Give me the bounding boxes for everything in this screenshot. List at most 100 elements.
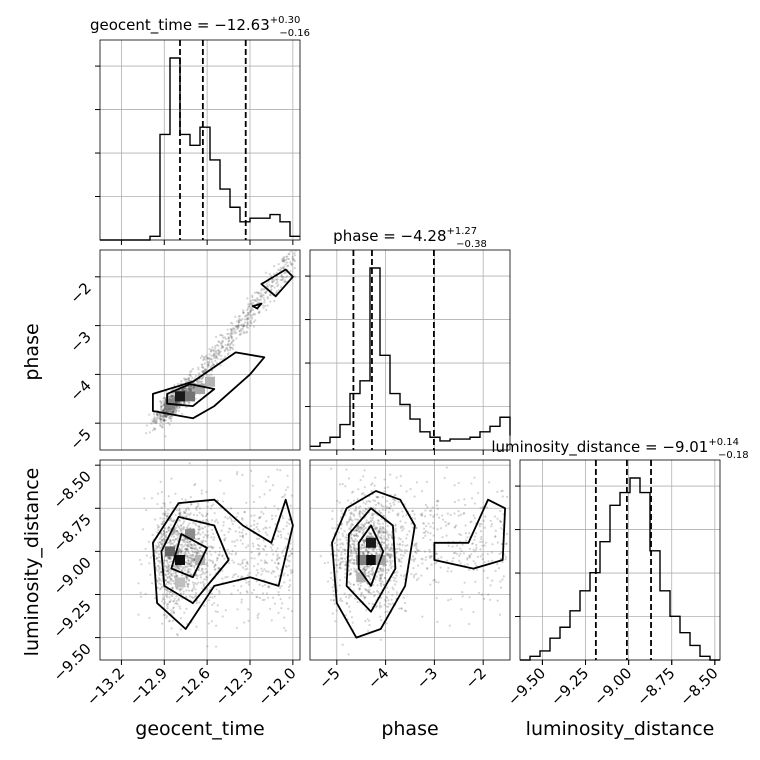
scatter-point — [282, 265, 286, 268]
scatter-point — [162, 408, 165, 411]
scatter-point — [210, 358, 214, 361]
scatter-point — [187, 545, 191, 548]
scatter-point — [447, 544, 450, 547]
scatter-point — [231, 322, 234, 325]
scatter-point — [375, 552, 378, 555]
scatter-point — [432, 527, 435, 530]
scatter-point — [179, 628, 182, 631]
scatter-point — [363, 541, 366, 545]
scatter-point — [221, 346, 224, 349]
scatter-point — [199, 377, 202, 380]
scatter-point — [263, 561, 266, 565]
scatter-point — [223, 534, 226, 537]
scatter-point — [280, 275, 283, 278]
scatter-point — [470, 553, 473, 556]
scatter-point — [341, 560, 345, 563]
scatter-point — [245, 524, 248, 527]
scatter-point — [421, 558, 424, 561]
scatter-point — [362, 567, 365, 570]
title-geocent-time-plus: +0.30 — [270, 15, 301, 26]
scatter-point — [372, 499, 375, 502]
scatter-point — [170, 573, 173, 577]
scatter-point — [184, 386, 188, 389]
scatter-point — [423, 550, 427, 553]
scatter-point — [198, 511, 201, 514]
scatter-point — [387, 602, 390, 605]
scatter-point — [336, 543, 339, 547]
scatter-point — [186, 571, 190, 574]
scatter-point — [166, 512, 170, 515]
scatter-point — [194, 550, 197, 553]
scatter-point — [151, 419, 154, 422]
scatter-point — [163, 530, 166, 533]
scatter-point — [392, 576, 395, 579]
scatter-point — [268, 607, 272, 610]
scatter-point — [364, 620, 367, 623]
scatter-point — [464, 532, 467, 535]
scatter-point — [268, 489, 271, 492]
ylabel-phase: phase — [21, 323, 43, 380]
scatter-point — [193, 484, 196, 487]
scatter-point — [176, 536, 180, 539]
scatter-point — [185, 578, 188, 581]
scatter-point — [353, 569, 356, 573]
scatter-point — [268, 283, 271, 286]
scatter-point — [273, 570, 276, 573]
scatter-point — [234, 553, 237, 556]
scatter-point — [504, 558, 507, 561]
density-cell — [365, 555, 376, 565]
scatter-point — [380, 511, 383, 515]
scatter-point — [158, 566, 161, 569]
scatter-point — [391, 560, 394, 563]
scatter-point — [377, 496, 380, 499]
scatter-point — [341, 534, 345, 537]
scatter-point — [221, 334, 224, 337]
scatter-point — [165, 569, 168, 573]
scatter-point — [246, 316, 249, 319]
scatter-point — [172, 408, 175, 411]
scatter-point — [447, 522, 450, 526]
scatter-point — [475, 548, 478, 551]
scatter-point — [170, 627, 173, 630]
scatter-point — [228, 516, 231, 519]
scatter-point — [370, 490, 373, 493]
scatter-point — [206, 564, 209, 567]
scatter-point — [230, 342, 233, 345]
scatter-point — [282, 255, 286, 259]
scatter-point — [192, 547, 195, 550]
scatter-point — [345, 538, 348, 542]
scatter-point — [380, 517, 383, 521]
scatter-point — [277, 508, 280, 511]
scatter-point — [415, 542, 418, 545]
scatter-point — [165, 415, 168, 418]
scatter-point — [183, 552, 186, 555]
scatter-point — [249, 319, 253, 323]
scatter-point — [497, 566, 501, 570]
scatter-point — [172, 391, 175, 394]
scatter-point — [201, 568, 204, 571]
scatter-point — [194, 374, 197, 378]
scatter-point — [394, 527, 398, 530]
scatter-point — [178, 509, 181, 512]
scatter-point — [189, 527, 192, 530]
scatter-point — [214, 359, 217, 362]
scatter-point — [170, 394, 173, 397]
scatter-point — [186, 582, 189, 586]
scatter-point — [264, 531, 267, 534]
scatter-point — [218, 550, 221, 553]
scatter-point — [499, 519, 502, 522]
scatter-point — [289, 584, 292, 587]
scatter-point — [162, 408, 165, 412]
x-tick-label-luminosity_distance: −9.00 — [590, 664, 635, 709]
scatter-point — [252, 500, 256, 503]
scatter-point — [265, 561, 269, 565]
scatter-point — [189, 388, 193, 391]
scatter-point — [370, 532, 373, 535]
scatter-point — [280, 536, 283, 539]
scatter-point — [213, 512, 216, 515]
scatter-point — [156, 545, 160, 548]
scatter-point — [218, 590, 221, 593]
scatter-point — [218, 351, 221, 354]
scatter-point — [391, 509, 394, 512]
scatter-point — [319, 555, 322, 558]
